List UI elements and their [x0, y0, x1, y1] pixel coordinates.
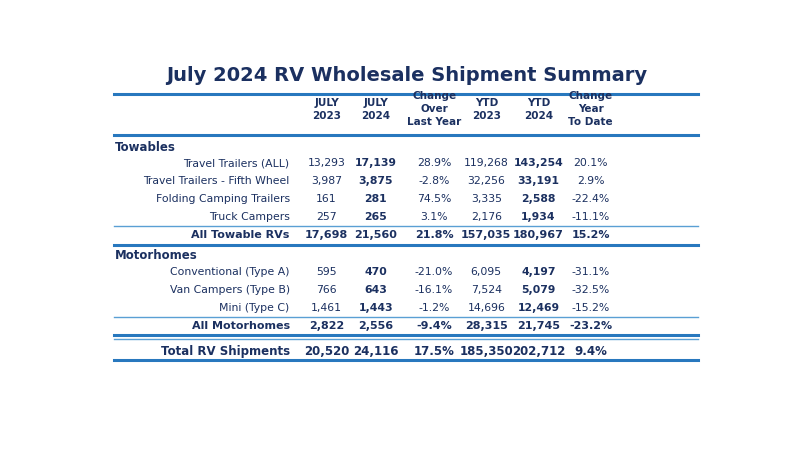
Text: 257: 257: [316, 212, 337, 222]
Text: Towables: Towables: [114, 141, 175, 154]
Text: -22.4%: -22.4%: [572, 194, 610, 204]
Text: 3,987: 3,987: [311, 176, 342, 186]
Text: JULY
2024: JULY 2024: [361, 98, 390, 121]
Text: 9.4%: 9.4%: [574, 344, 607, 357]
Text: 2,822: 2,822: [309, 321, 344, 331]
Text: 12,469: 12,469: [518, 303, 560, 313]
Text: 766: 766: [316, 285, 337, 295]
Text: -21.0%: -21.0%: [415, 267, 454, 277]
Text: 4,197: 4,197: [521, 267, 556, 277]
Text: 281: 281: [364, 194, 387, 204]
Text: Change
Over
Last Year: Change Over Last Year: [407, 92, 462, 127]
Text: 157,035: 157,035: [462, 230, 511, 240]
Text: Van Campers (Type B): Van Campers (Type B): [170, 285, 289, 295]
Text: 15.2%: 15.2%: [572, 230, 610, 240]
Text: 643: 643: [364, 285, 387, 295]
Text: 32,256: 32,256: [467, 176, 505, 186]
Text: 21,745: 21,745: [517, 321, 560, 331]
Text: 6,095: 6,095: [471, 267, 502, 277]
Text: Mini (Type C): Mini (Type C): [220, 303, 289, 313]
Text: -16.1%: -16.1%: [415, 285, 453, 295]
Text: 3.1%: 3.1%: [420, 212, 448, 222]
Text: Folding Camping Trailers: Folding Camping Trailers: [155, 194, 289, 204]
Text: 185,350: 185,350: [459, 344, 513, 357]
Text: -11.1%: -11.1%: [572, 212, 610, 222]
Text: 28.9%: 28.9%: [417, 158, 451, 168]
Text: 17,698: 17,698: [305, 230, 348, 240]
Text: YTD
2024: YTD 2024: [524, 98, 553, 121]
Text: 3,875: 3,875: [358, 176, 393, 186]
Text: 143,254: 143,254: [514, 158, 563, 168]
Text: 2,588: 2,588: [521, 194, 556, 204]
Text: 17,139: 17,139: [354, 158, 396, 168]
Text: 1,934: 1,934: [521, 212, 556, 222]
Text: Travel Trailers - Fifth Wheel: Travel Trailers - Fifth Wheel: [144, 176, 289, 186]
Text: 3,335: 3,335: [471, 194, 502, 204]
Text: -2.8%: -2.8%: [419, 176, 450, 186]
Text: Truck Campers: Truck Campers: [209, 212, 289, 222]
Text: Motorhomes: Motorhomes: [114, 249, 197, 262]
Text: 1,461: 1,461: [311, 303, 342, 313]
Text: -23.2%: -23.2%: [569, 321, 612, 331]
Text: 2,176: 2,176: [471, 212, 502, 222]
Text: JULY
2023: JULY 2023: [312, 98, 341, 121]
Text: All Towable RVs: All Towable RVs: [191, 230, 289, 240]
Text: All Motorhomes: All Motorhomes: [192, 321, 289, 331]
Text: 1,443: 1,443: [358, 303, 393, 313]
Text: 17.5%: 17.5%: [414, 344, 454, 357]
Text: 470: 470: [364, 267, 387, 277]
Text: 202,712: 202,712: [511, 344, 565, 357]
Text: 20.1%: 20.1%: [573, 158, 608, 168]
Text: 20,520: 20,520: [304, 344, 349, 357]
Text: 119,268: 119,268: [464, 158, 508, 168]
Text: -31.1%: -31.1%: [572, 267, 610, 277]
Text: Travel Trailers (ALL): Travel Trailers (ALL): [183, 158, 289, 168]
Text: 21.8%: 21.8%: [415, 230, 454, 240]
Text: 2,556: 2,556: [358, 321, 393, 331]
Text: -9.4%: -9.4%: [416, 321, 452, 331]
Text: 2.9%: 2.9%: [577, 176, 604, 186]
Text: 161: 161: [316, 194, 337, 204]
Text: 74.5%: 74.5%: [417, 194, 451, 204]
Text: -1.2%: -1.2%: [419, 303, 450, 313]
Text: 28,315: 28,315: [465, 321, 508, 331]
Text: YTD
2023: YTD 2023: [472, 98, 501, 121]
Text: 21,560: 21,560: [354, 230, 397, 240]
Text: 33,191: 33,191: [518, 176, 560, 186]
Text: 14,696: 14,696: [467, 303, 505, 313]
Text: 180,967: 180,967: [513, 230, 564, 240]
Text: 5,079: 5,079: [521, 285, 556, 295]
Text: Change
Year
To Date: Change Year To Date: [569, 92, 613, 127]
Text: Conventional (Type A): Conventional (Type A): [170, 267, 289, 277]
Text: 24,116: 24,116: [353, 344, 398, 357]
Text: July 2024 RV Wholesale Shipment Summary: July 2024 RV Wholesale Shipment Summary: [166, 66, 647, 85]
Text: -32.5%: -32.5%: [572, 285, 610, 295]
Text: 595: 595: [316, 267, 337, 277]
Text: 13,293: 13,293: [308, 158, 346, 168]
Text: 7,524: 7,524: [471, 285, 502, 295]
Text: 265: 265: [364, 212, 387, 222]
Text: -15.2%: -15.2%: [572, 303, 610, 313]
Text: Total RV Shipments: Total RV Shipments: [160, 344, 289, 357]
